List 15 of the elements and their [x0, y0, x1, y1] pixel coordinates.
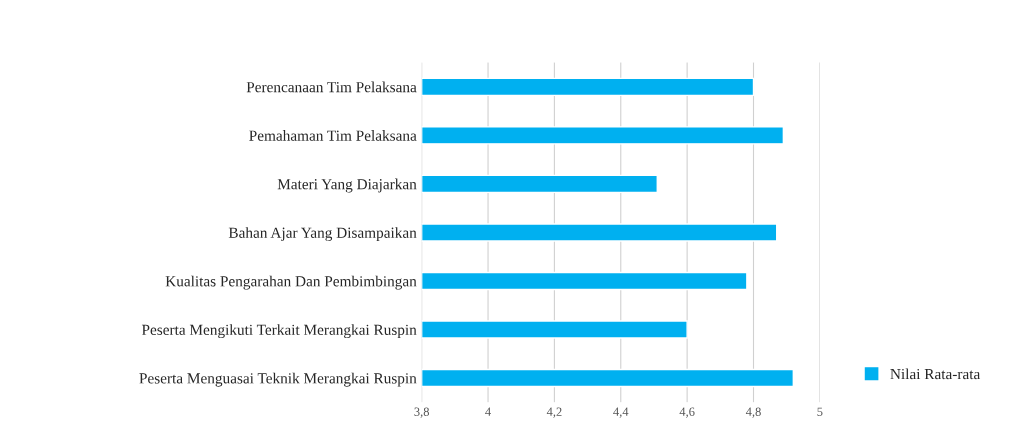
- y-tick-label: Peserta Mengikuti Terkait Merangkai Ruspin: [141, 324, 417, 339]
- legend-label: Nilai Rata-rata: [890, 368, 981, 380]
- x-tick-label: 4,4: [613, 407, 629, 418]
- y-tick-label: Pemahaman Tim Pelaksana: [249, 130, 417, 141]
- x-tick-label: 3,8: [414, 407, 430, 418]
- x-tick-label: 4: [485, 407, 491, 416]
- y-tick-label: Kualitas Pengarahan Dan Pembimbingan: [165, 275, 417, 290]
- x-tick-label: 4,8: [745, 407, 761, 418]
- y-tick-label: Bahan Ajar Yang Disampaikan: [228, 227, 417, 242]
- x-tick-label: 5: [817, 407, 823, 416]
- x-tick-label: 4,2: [546, 407, 562, 418]
- y-tick-label: Peserta Menguasai Teknik Merangkai Ruspin: [139, 372, 417, 387]
- y-tick-label: Materi Yang Diajarkan: [277, 178, 417, 193]
- y-tick-label: Perencanaan Tim Pelaksana: [246, 81, 417, 93]
- x-tick-label: 4,6: [679, 407, 695, 418]
